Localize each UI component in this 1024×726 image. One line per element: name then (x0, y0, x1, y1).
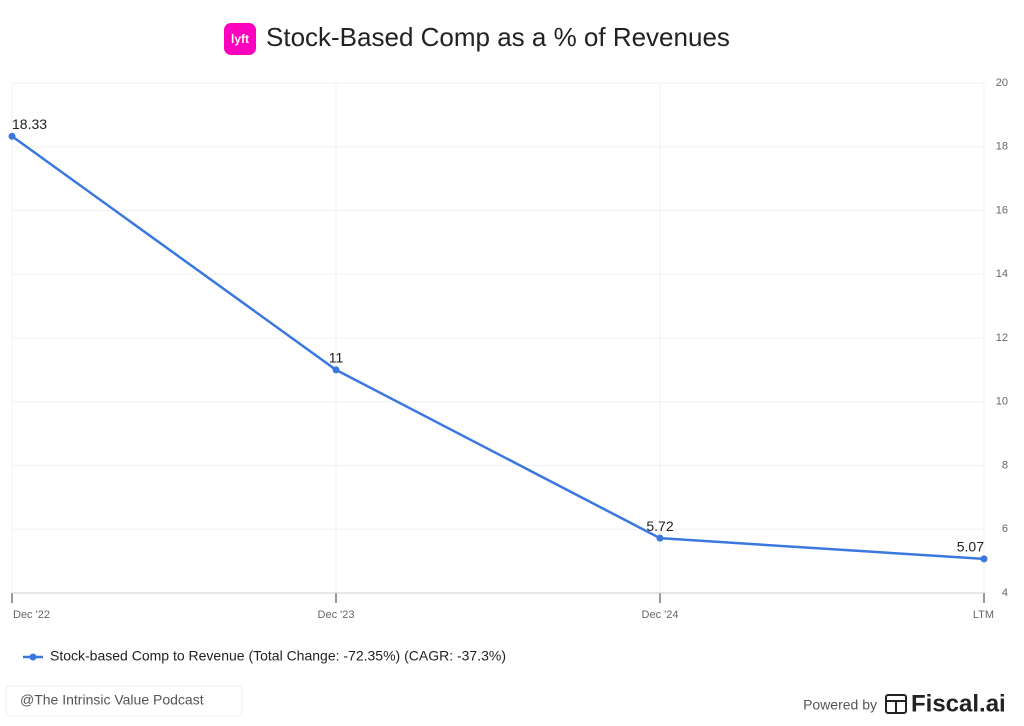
legend-label: Stock-based Comp to Revenue (Total Chang… (50, 648, 506, 664)
y-tick-label: 12 (996, 332, 1008, 344)
brand: Fiscal.ai (911, 690, 1006, 717)
y-tick-label: 8 (1002, 459, 1008, 471)
legend-marker (29, 653, 37, 661)
x-tick-label: LTM (973, 609, 994, 621)
point (980, 555, 988, 563)
point (332, 366, 340, 374)
data-label: 5.72 (646, 518, 673, 534)
data-label: 11 (329, 350, 344, 366)
y-tick-label: 6 (1002, 523, 1008, 535)
chart-title: Stock-Based Comp as a % of Revenues (266, 22, 730, 52)
x-tick-label: Dec '22 (13, 609, 50, 621)
point (8, 132, 16, 140)
logo-text: lyft (231, 32, 249, 46)
powered-by: Powered by (803, 697, 877, 713)
logo (224, 23, 256, 55)
x-tick-label: Dec '23 (318, 609, 355, 621)
x-tick-label: Dec '24 (642, 609, 679, 621)
y-tick-label: 14 (996, 268, 1008, 280)
series-line (11, 135, 985, 561)
data-label: 5.07 (957, 539, 984, 555)
y-tick-label: 16 (996, 204, 1008, 216)
data-label: 18.33 (12, 116, 47, 132)
credit: @The Intrinsic Value Podcast (20, 692, 204, 708)
credit-box (5, 685, 243, 717)
brand-icon (885, 694, 907, 714)
y-tick-label: 4 (1002, 587, 1008, 599)
y-tick-label: 18 (996, 141, 1008, 153)
point (656, 534, 664, 542)
y-tick-label: 10 (996, 396, 1008, 408)
y-tick-label: 20 (996, 77, 1008, 89)
